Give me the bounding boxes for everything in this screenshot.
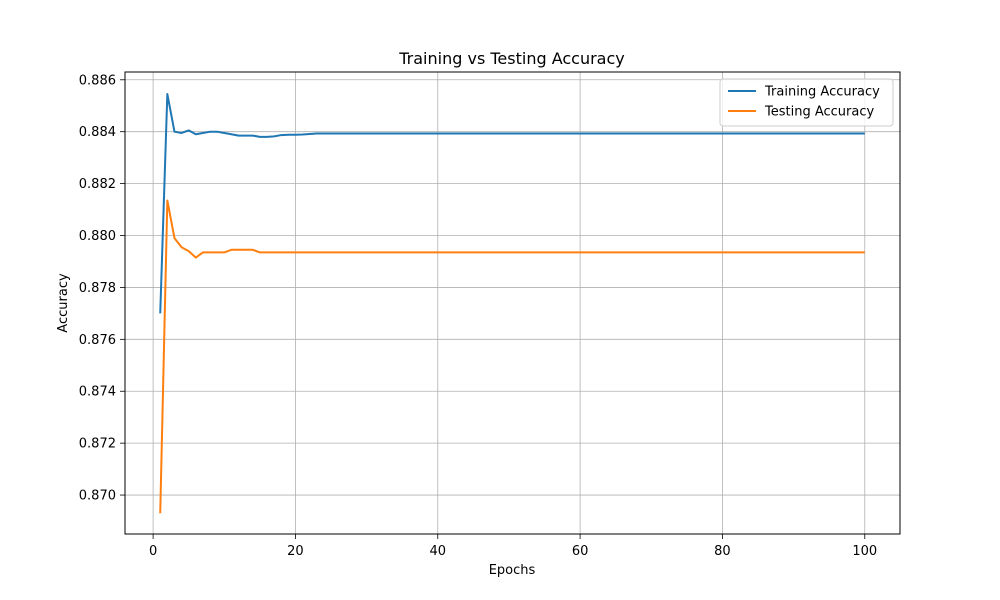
chart-title: Training vs Testing Accuracy xyxy=(398,49,625,68)
plot-area-frame xyxy=(124,71,901,535)
y-tick-label: 0.876 xyxy=(79,333,116,348)
series-line-training-accuracy xyxy=(159,93,865,314)
x-tick-label: 60 xyxy=(572,544,589,559)
x-tick-label: 20 xyxy=(287,544,304,559)
y-axis-title: Accuracy xyxy=(56,273,71,333)
y-tick-label: 0.880 xyxy=(79,229,116,244)
x-tick-label: 40 xyxy=(430,544,447,559)
x-axis-title: Epochs xyxy=(489,563,536,578)
y-tick-label: 0.886 xyxy=(79,73,116,88)
y-tick-label: 0.874 xyxy=(79,385,116,400)
series-line-testing-accuracy xyxy=(159,199,865,514)
legend-box xyxy=(719,78,894,127)
y-tick-label: 0.878 xyxy=(79,281,116,296)
x-tick-label: 100 xyxy=(852,544,877,559)
legend-label-training: Training Accuracy xyxy=(764,85,880,100)
legend-label-testing: Testing Accuracy xyxy=(764,105,874,120)
tick-layer: 0 20 40 60 80 100 0.870 0.872 0.874 0.876 0.878 0.8… xyxy=(79,73,877,559)
x-tick-label: 0 xyxy=(149,544,157,559)
series-layer xyxy=(159,93,865,514)
grid-layer xyxy=(125,72,900,534)
y-tick-label: 0.882 xyxy=(79,177,116,192)
x-tick-label: 80 xyxy=(714,544,731,559)
y-tick-label: 0.870 xyxy=(79,489,116,504)
y-tick-label: 0.884 xyxy=(79,125,116,140)
y-tick-label: 0.872 xyxy=(79,437,116,452)
legend: Training Accuracy Testing Accuracy xyxy=(719,78,894,127)
